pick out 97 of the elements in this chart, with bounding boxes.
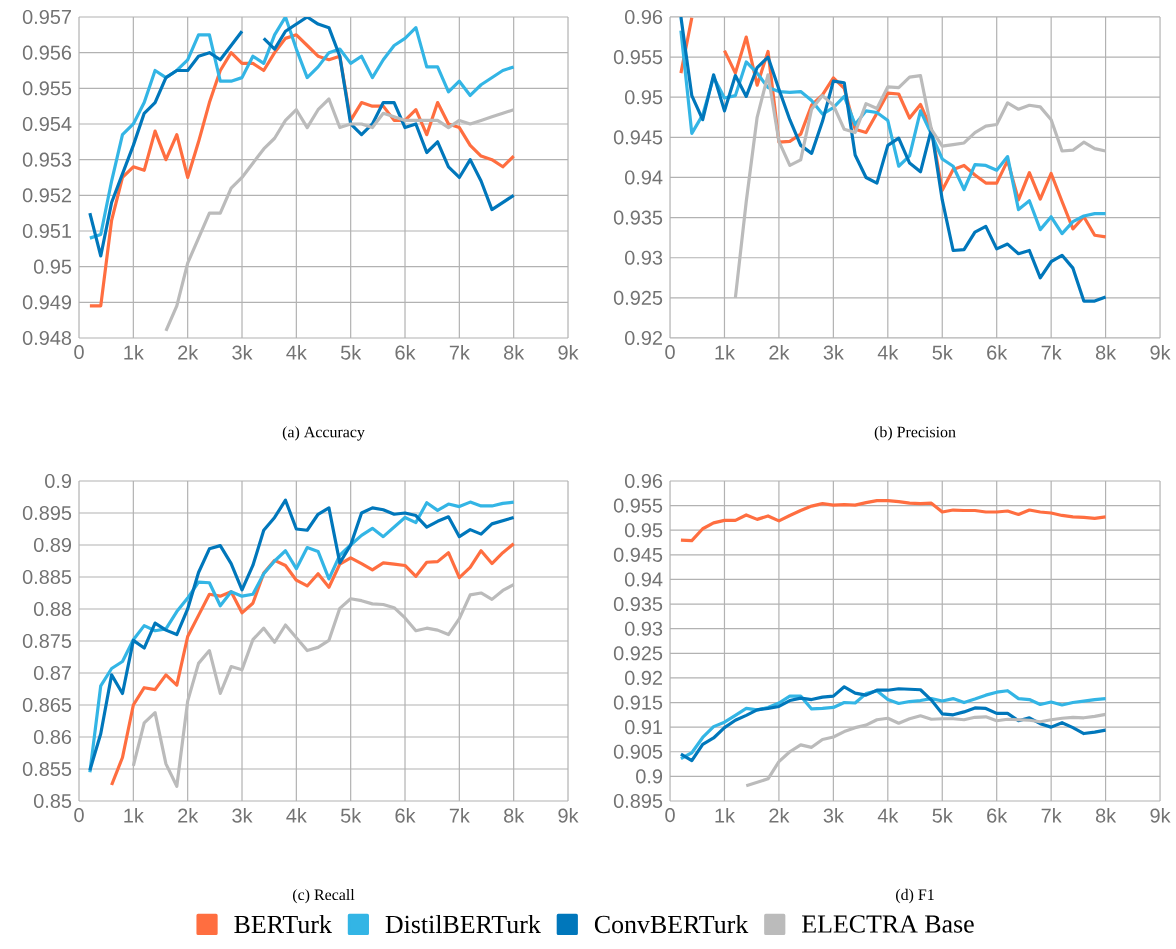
line-series bbox=[733, 73, 1108, 300]
x-tick-label: 6k bbox=[987, 808, 1008, 823]
y-tick-label: 0.945 bbox=[613, 130, 663, 145]
x-tick-label: 2k bbox=[178, 345, 199, 360]
line-series bbox=[110, 542, 516, 787]
y-tick-label: 0.935 bbox=[613, 210, 663, 225]
y-tick-label: 0.905 bbox=[613, 744, 663, 759]
x-tick-label: 3k bbox=[823, 808, 844, 823]
legend-label: BERTurk bbox=[234, 914, 332, 934]
x-tick-label: 8k bbox=[1095, 345, 1117, 360]
y-tick-label: 0.94 bbox=[624, 170, 663, 185]
x-tick-label: 1k bbox=[715, 808, 736, 823]
y-tick-label: 0.895 bbox=[22, 505, 72, 521]
y-tick-label: 0.93 bbox=[624, 250, 663, 265]
y-tick-label: 0.93 bbox=[624, 621, 663, 636]
text: (b) Precision bbox=[874, 426, 956, 441]
x-tick-label: 8k bbox=[1095, 808, 1117, 823]
x-tick-label: 3k bbox=[823, 345, 844, 360]
x-tick-label: 6k bbox=[395, 345, 416, 360]
y-tick-label: 0.95 bbox=[624, 90, 663, 105]
y-tick-label: 0.855 bbox=[22, 761, 72, 777]
y-tick-label: 0.91 bbox=[624, 720, 663, 735]
x-tick-label: 7k bbox=[449, 345, 470, 360]
y-tick-label: 0.92 bbox=[624, 330, 662, 346]
y-tick-label: 0.85 bbox=[33, 793, 72, 809]
y-tick-label: 0.952 bbox=[22, 188, 71, 203]
x-tick-label: 7k bbox=[1041, 808, 1062, 823]
x-tick-label: 0 bbox=[665, 345, 675, 360]
y-tick-label: 0.865 bbox=[22, 697, 72, 713]
x-tick-label: 5k bbox=[932, 808, 953, 823]
y-tick-label: 0.953 bbox=[22, 152, 72, 167]
x-tick-label: 6k bbox=[987, 345, 1008, 360]
x-tick-label: 1k bbox=[715, 345, 736, 360]
x-tick-label: 6k bbox=[395, 808, 416, 823]
x-tick-label: 9k bbox=[1150, 345, 1171, 360]
y-tick-label: 0.955 bbox=[613, 50, 663, 65]
y-tick-label: 0.925 bbox=[613, 290, 663, 305]
y-tick-label: 0.955 bbox=[613, 498, 663, 513]
y-tick-label: 0.954 bbox=[22, 116, 72, 132]
x-tick-label: 9k bbox=[1150, 808, 1171, 823]
y-tick-label: 0.92 bbox=[624, 670, 662, 685]
x-tick-label: 3k bbox=[232, 345, 253, 360]
y-tick-label: 0.95 bbox=[33, 259, 72, 274]
y-tick-label: 0.935 bbox=[613, 597, 663, 612]
y-tick-label: 0.88 bbox=[33, 601, 72, 617]
legend-label: ELECTRA Base bbox=[802, 915, 974, 933]
y-tick-label: 0.949 bbox=[22, 295, 72, 310]
text: (c) Recall bbox=[293, 888, 355, 904]
x-tick-label: 4k bbox=[286, 345, 307, 360]
text: (d) F1 bbox=[896, 888, 934, 904]
y-tick-label: 0.96 bbox=[624, 473, 663, 489]
x-tick-label: 4k bbox=[286, 808, 307, 823]
legend-label: ConvBERTurk bbox=[594, 914, 749, 934]
y-tick-label: 0.956 bbox=[22, 45, 72, 60]
y-tick-label: 0.9 bbox=[45, 473, 72, 489]
x-tick-label: 0 bbox=[665, 808, 675, 823]
x-tick-label: 2k bbox=[769, 345, 790, 360]
y-tick-label: 0.87 bbox=[33, 665, 71, 681]
x-tick-label: 0 bbox=[74, 345, 84, 360]
line-series bbox=[679, 499, 1108, 543]
y-tick-label: 0.957 bbox=[22, 9, 71, 25]
x-tick-label: 2k bbox=[769, 808, 790, 823]
x-tick-label: 7k bbox=[1041, 345, 1062, 360]
x-tick-label: 3k bbox=[232, 808, 253, 823]
x-tick-label: 1k bbox=[124, 808, 144, 823]
legend-label: DistilBERTurk bbox=[385, 914, 541, 934]
x-tick-label: 5k bbox=[340, 345, 362, 360]
x-tick-label: 9k bbox=[558, 345, 579, 360]
y-tick-label: 0.955 bbox=[22, 81, 72, 96]
y-tick-label: 0.885 bbox=[22, 569, 72, 585]
line-series bbox=[131, 583, 516, 788]
x-tick-label: 5k bbox=[932, 345, 953, 360]
y-tick-label: 0.86 bbox=[33, 729, 72, 745]
y-tick-label: 0.94 bbox=[624, 572, 663, 587]
y-tick-label: 0.895 bbox=[613, 793, 663, 809]
text: (a) Accuracy bbox=[282, 426, 365, 441]
y-tick-label: 0.945 bbox=[613, 547, 663, 562]
x-tick-label: 5k bbox=[340, 808, 362, 823]
line-series bbox=[679, 16, 1108, 303]
y-tick-label: 0.89 bbox=[33, 537, 72, 553]
x-tick-label: 4k bbox=[877, 345, 899, 360]
x-tick-label: 7k bbox=[449, 808, 470, 823]
y-tick-label: 0.875 bbox=[22, 633, 72, 649]
x-tick-label: 4k bbox=[877, 808, 899, 823]
y-tick-label: 0.925 bbox=[613, 646, 663, 661]
x-tick-label: 1k bbox=[124, 345, 144, 360]
y-tick-label: 0.951 bbox=[22, 223, 72, 239]
x-tick-label: 0 bbox=[74, 808, 84, 823]
y-tick-label: 0.915 bbox=[613, 695, 663, 710]
x-tick-label: 2k bbox=[178, 808, 199, 823]
x-tick-label: 8k bbox=[504, 808, 525, 823]
y-tick-label: 0.96 bbox=[624, 9, 663, 25]
y-tick-label: 0.95 bbox=[624, 523, 663, 538]
y-tick-label: 0.9 bbox=[636, 769, 663, 784]
y-tick-label: 0.948 bbox=[22, 330, 72, 346]
x-tick-label: 8k bbox=[504, 345, 525, 360]
x-tick-label: 9k bbox=[558, 808, 579, 823]
